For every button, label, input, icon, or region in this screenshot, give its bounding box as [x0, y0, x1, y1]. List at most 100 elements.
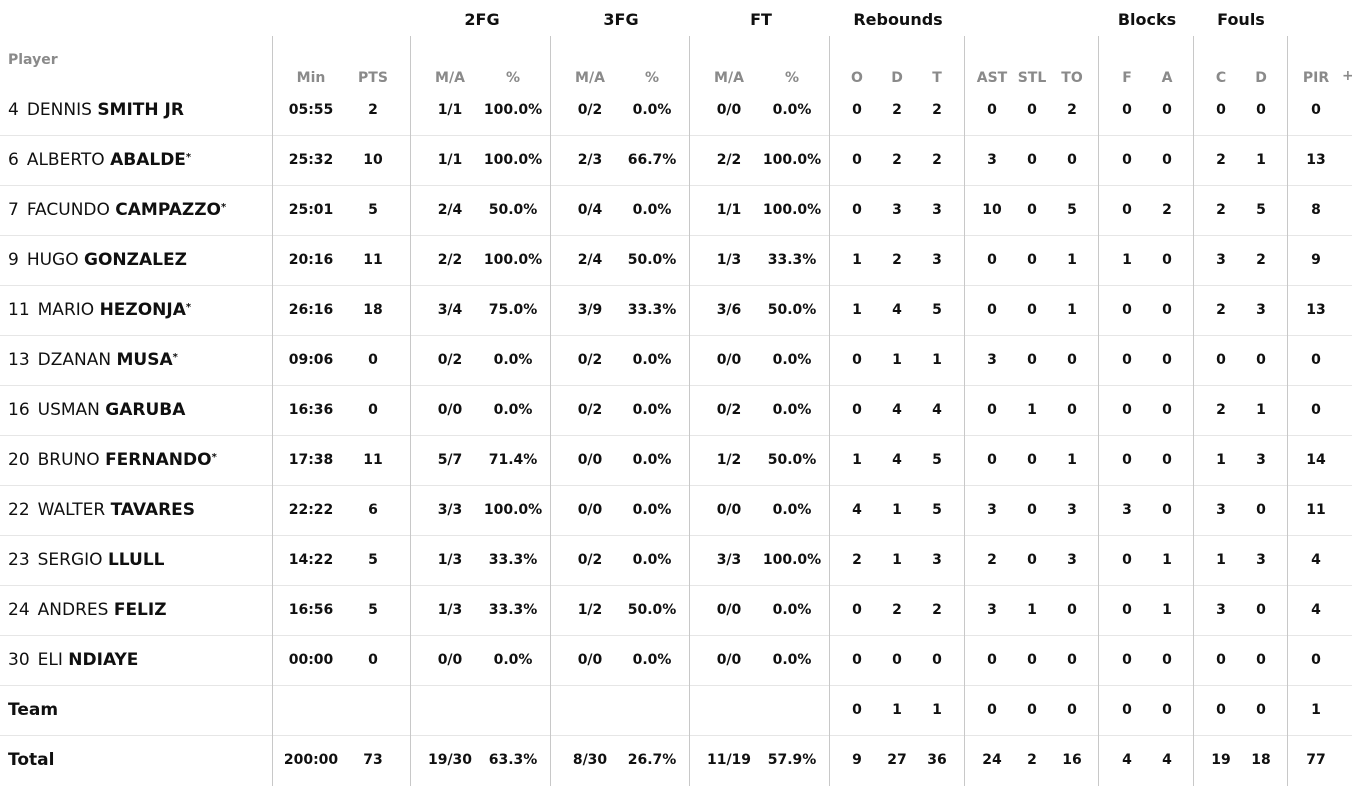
player-name[interactable]: 9 HUGO GONZALEZ [8, 250, 187, 270]
column-header-reb-o[interactable]: O [851, 70, 863, 86]
stat-reb-t: 5 [932, 452, 942, 468]
column-header-ast[interactable]: AST [976, 70, 1008, 86]
stat-ft-ma: 1/2 [716, 452, 742, 468]
column-header-pir[interactable]: PIR [1302, 70, 1330, 86]
player-name[interactable]: 20 BRUNO FERNANDO* [8, 450, 217, 470]
player-first-name: SERGIO [37, 550, 103, 570]
stat-ft-pct: 50.0% [767, 452, 817, 468]
player-first-name: ALBERTO [26, 150, 105, 170]
player-first-name: DZANAN [37, 350, 112, 370]
team-row: Team 0 1 1 0 0 0 0 0 0 0 1 [0, 686, 1352, 736]
stat-reb-d: 4 [892, 302, 902, 318]
player-name[interactable]: 11 MARIO HEZONJA* [8, 300, 191, 320]
group-header-rebounds: Rebounds [853, 10, 943, 29]
stat-ft-ma: 0/0 [716, 102, 742, 118]
column-header-ft-ma[interactable]: M/A [714, 70, 744, 86]
column-header-blk-f[interactable]: F [1122, 70, 1132, 86]
stat-2fg-ma: 3/4 [437, 302, 463, 318]
stat-foul-c: 2 [1216, 202, 1226, 218]
column-divider [689, 36, 690, 786]
column-divider [964, 36, 965, 786]
stat-ft-ma: 0/0 [716, 602, 742, 618]
stat-ft-pct: 33.3% [767, 252, 817, 268]
group-header-row: 2FG 3FG FT Rebounds Blocks Fouls [0, 0, 1352, 36]
column-header-ft-pct[interactable]: % [784, 70, 800, 86]
column-header-stl[interactable]: STL [1017, 70, 1047, 86]
player-first-name: WALTER [37, 500, 106, 520]
stat-3fg-pct: 0.0% [632, 452, 672, 468]
column-header-pts[interactable]: PTS [358, 70, 388, 86]
stat-3fg-ma: 0/0 [577, 502, 603, 518]
player-last-name: NDIAYE [68, 650, 139, 670]
stat-ft-ma: 3/6 [716, 302, 742, 318]
stat-foul-d: 2 [1256, 252, 1266, 268]
stat-3fg-ma: 2/3 [577, 152, 603, 168]
stat-pts: 0 [368, 652, 378, 668]
stat-min: 25:01 [288, 202, 334, 218]
row-divider [0, 585, 1352, 586]
column-header-foul-c[interactable]: C [1215, 70, 1227, 86]
column-header-3fg-ma[interactable]: M/A [575, 70, 605, 86]
column-header-reb-t[interactable]: T [932, 70, 942, 86]
stat-blk-a: 0 [1162, 152, 1172, 168]
table-row: 22 WALTER TAVARES 22:22 6 3/3 100.0% 0/0 0.0% 0/… [0, 486, 1352, 536]
column-header-3fg-pct[interactable]: % [644, 70, 660, 86]
expand-columns-button[interactable]: + [1342, 68, 1352, 84]
stat-2fg-pct: 100.0% [483, 152, 543, 168]
stat-3fg-ma: 0/0 [577, 652, 603, 668]
stat-reb-d: 27 [887, 752, 907, 768]
total-label: Total [8, 750, 55, 770]
stat-blk-f: 0 [1122, 152, 1132, 168]
player-name[interactable]: 13 DZANAN MUSA* [8, 350, 178, 370]
table-row: 9 HUGO GONZALEZ 20:16 11 2/2 100.0% 2/4 50.0% 1/… [0, 236, 1352, 286]
column-header-min[interactable]: Min [296, 70, 326, 86]
stat-blk-f: 0 [1122, 102, 1132, 118]
stat-blk-a: 2 [1162, 202, 1172, 218]
stat-ast: 0 [987, 102, 997, 118]
player-name[interactable]: 7 FACUNDO CAMPAZZO* [8, 200, 226, 220]
stat-pts: 5 [368, 602, 378, 618]
column-header-2fg-pct[interactable]: % [505, 70, 521, 86]
stat-blk-a: 1 [1162, 602, 1172, 618]
column-header-to[interactable]: TO [1061, 70, 1083, 86]
player-name[interactable]: 6 ALBERTO ABALDE* [8, 150, 191, 170]
stat-foul-d: 1 [1256, 152, 1266, 168]
stat-stl: 0 [1027, 352, 1037, 368]
table-row: 23 SERGIO LLULL 14:22 5 1/3 33.3% 0/2 0.0% 3/3 10… [0, 536, 1352, 586]
stat-pir: 77 [1306, 752, 1326, 768]
stat-3fg-ma: 3/9 [577, 302, 603, 318]
column-header-reb-d[interactable]: D [891, 70, 903, 86]
stat-reb-o: 1 [852, 252, 862, 268]
player-name[interactable]: 30 ELI NDIAYE [8, 650, 138, 670]
group-header-fouls: Fouls [1217, 10, 1265, 29]
column-header-foul-d[interactable]: D [1255, 70, 1267, 86]
stat-foul-c: 19 [1211, 752, 1231, 768]
stat-blk-a: 1 [1162, 552, 1172, 568]
player-name[interactable]: 4 DENNIS SMITH JR [8, 100, 184, 120]
player-name[interactable]: 23 SERGIO LLULL [8, 550, 165, 570]
stat-pir: 0 [1311, 652, 1321, 668]
stat-reb-t: 2 [932, 602, 942, 618]
player-last-name: FELIZ [113, 600, 167, 620]
stat-foul-d: 0 [1256, 602, 1266, 618]
player-name[interactable]: 24 ANDRES FELIZ [8, 600, 167, 620]
stat-foul-d: 3 [1256, 552, 1266, 568]
player-first-name: FACUNDO [26, 200, 110, 220]
stat-reb-d: 4 [892, 452, 902, 468]
stat-foul-c: 0 [1216, 102, 1226, 118]
column-header-blk-a[interactable]: A [1161, 70, 1173, 86]
stat-reb-o: 1 [852, 302, 862, 318]
stat-stl: 0 [1027, 202, 1037, 218]
stat-min: 14:22 [288, 552, 334, 568]
stat-ft-pct: 0.0% [772, 652, 812, 668]
player-name[interactable]: 16 USMAN GARUBA [8, 400, 185, 420]
stat-min: 22:22 [288, 502, 334, 518]
stat-stl: 0 [1027, 302, 1037, 318]
player-name[interactable]: 22 WALTER TAVARES [8, 500, 195, 520]
stat-pir: 13 [1306, 152, 1326, 168]
column-header-2fg-ma[interactable]: M/A [435, 70, 465, 86]
stat-pts: 73 [363, 752, 383, 768]
player-first-name: USMAN [37, 400, 100, 420]
stat-reb-t: 5 [932, 502, 942, 518]
stat-blk-a: 0 [1162, 702, 1172, 718]
